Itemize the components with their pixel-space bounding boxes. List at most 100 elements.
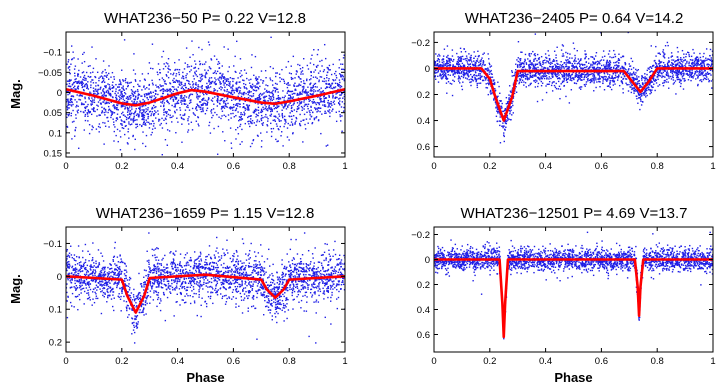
data-point: [474, 64, 476, 66]
data-point: [202, 74, 204, 77]
data-point: [158, 118, 160, 121]
data-point: [657, 78, 659, 81]
data-point: [182, 114, 184, 117]
data-point: [438, 59, 440, 61]
data-point: [121, 124, 123, 126]
data-point: [634, 90, 636, 92]
data-point: [304, 91, 306, 93]
data-point: [563, 77, 565, 79]
x-tick-label: 0.6: [227, 161, 240, 172]
data-point: [67, 102, 69, 104]
data-point: [175, 102, 178, 105]
data-point: [123, 39, 126, 41]
data-point: [621, 65, 623, 68]
data-point: [605, 65, 607, 68]
data-point: [86, 87, 88, 89]
data-point: [227, 114, 230, 116]
data-point: [690, 74, 692, 76]
data-point: [239, 117, 242, 119]
data-point: [328, 78, 330, 80]
data-point: [435, 72, 437, 74]
data-point: [619, 71, 621, 74]
data-point: [649, 89, 651, 91]
data-point: [566, 69, 568, 71]
data-point: [289, 96, 292, 98]
data-point: [691, 63, 693, 65]
data-point: [134, 119, 136, 121]
data-point: [583, 66, 586, 69]
data-point: [284, 95, 286, 97]
data-point: [165, 74, 168, 76]
data-point: [583, 71, 586, 74]
data-point: [631, 60, 634, 63]
data-point: [474, 61, 476, 64]
data-point: [599, 81, 601, 83]
data-point: [440, 70, 442, 73]
data-points: [434, 32, 713, 144]
data-point: [516, 66, 519, 68]
data-point: [458, 72, 461, 75]
data-point: [74, 78, 76, 81]
data-point: [297, 63, 299, 66]
data-point: [582, 68, 584, 71]
data-point: [295, 116, 297, 119]
data-point: [460, 60, 462, 62]
data-point: [291, 110, 294, 113]
data-point: [545, 61, 547, 64]
data-point: [77, 75, 79, 77]
data-point: [256, 83, 258, 85]
data-point: [331, 110, 333, 112]
data-point: [475, 65, 477, 67]
data-point: [562, 80, 564, 82]
data-point: [294, 122, 296, 124]
data-point: [176, 90, 178, 92]
data-point: [475, 71, 477, 74]
data-point: [477, 69, 479, 72]
data-point: [271, 108, 273, 111]
data-point: [616, 71, 618, 74]
data-point: [322, 90, 324, 92]
data-point: [477, 77, 480, 80]
data-point: [537, 82, 540, 85]
data-point: [232, 103, 235, 106]
data-point: [162, 90, 165, 93]
data-point: [295, 70, 298, 72]
data-point: [195, 87, 197, 89]
data-point: [303, 87, 305, 89]
data-point: [640, 86, 642, 88]
data-point: [333, 79, 335, 82]
data-point: [300, 101, 302, 104]
data-point: [511, 89, 513, 91]
data-point: [167, 67, 169, 69]
data-point: [299, 124, 301, 126]
data-point: [505, 119, 507, 121]
data-point: [289, 90, 292, 93]
data-point: [665, 74, 668, 76]
data-point: [204, 92, 207, 95]
data-point: [342, 110, 345, 112]
data-point: [555, 82, 557, 85]
data-point: [446, 45, 449, 47]
data-point: [152, 84, 154, 86]
data-point: [119, 83, 121, 85]
data-point: [321, 91, 324, 93]
data-point: [324, 112, 326, 114]
data-point: [169, 88, 171, 90]
data-point: [593, 57, 595, 60]
data-point: [112, 105, 114, 107]
data-point: [147, 121, 150, 124]
data-point: [214, 89, 217, 91]
data-point: [323, 43, 326, 46]
data-point: [571, 74, 573, 76]
data-point: [111, 158, 112, 159]
data-point: [95, 58, 97, 60]
data-point: [650, 81, 652, 84]
data-point: [654, 89, 656, 92]
data-point: [87, 75, 90, 78]
data-point: [264, 100, 266, 102]
data-point: [163, 102, 166, 104]
data-point: [245, 92, 247, 95]
data-point: [137, 93, 140, 95]
data-point: [588, 79, 591, 81]
data-point: [622, 55, 624, 57]
